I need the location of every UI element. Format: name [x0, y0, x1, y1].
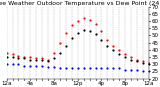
Point: [41, 65, 44, 66]
Point: [29, 56, 32, 58]
Point: [65, 32, 67, 33]
Point: [71, 68, 73, 69]
Point: [23, 65, 26, 66]
Point: [5, 56, 8, 58]
Point: [118, 68, 120, 69]
Point: [100, 68, 103, 69]
Point: [148, 71, 150, 72]
Point: [47, 61, 49, 62]
Point: [124, 53, 126, 55]
Point: [148, 64, 150, 65]
Point: [142, 61, 144, 62]
Point: [65, 68, 67, 69]
Point: [88, 19, 91, 20]
Point: [124, 56, 126, 58]
Point: [71, 38, 73, 39]
Point: [35, 65, 38, 66]
Point: [94, 33, 97, 35]
Point: [118, 49, 120, 51]
Point: [11, 53, 14, 55]
Point: [130, 56, 132, 58]
Point: [23, 56, 26, 58]
Point: [148, 62, 150, 63]
Point: [47, 66, 49, 68]
Point: [136, 61, 138, 62]
Point: [65, 45, 67, 46]
Point: [41, 58, 44, 59]
Point: [17, 58, 20, 59]
Point: [35, 58, 38, 59]
Point: [11, 64, 14, 65]
Point: [47, 59, 49, 61]
Point: [118, 53, 120, 55]
Point: [59, 68, 61, 69]
Point: [106, 68, 109, 69]
Point: [112, 49, 115, 51]
Point: [53, 66, 55, 68]
Point: [106, 39, 109, 40]
Point: [59, 52, 61, 53]
Point: [112, 45, 115, 46]
Point: [17, 64, 20, 65]
Point: [112, 68, 115, 69]
Point: [82, 68, 85, 69]
Point: [35, 59, 38, 61]
Point: [76, 68, 79, 69]
Point: [5, 52, 8, 53]
Point: [71, 25, 73, 26]
Point: [5, 64, 8, 65]
Point: [136, 59, 138, 61]
Point: [100, 39, 103, 40]
Point: [11, 56, 14, 58]
Point: [76, 32, 79, 33]
Point: [17, 55, 20, 56]
Point: [142, 62, 144, 63]
Point: [41, 59, 44, 61]
Point: [130, 59, 132, 61]
Point: [23, 58, 26, 59]
Point: [88, 30, 91, 32]
Point: [106, 45, 109, 46]
Point: [100, 30, 103, 32]
Point: [53, 52, 55, 53]
Point: [94, 68, 97, 69]
Point: [53, 58, 55, 59]
Point: [130, 69, 132, 71]
Point: [94, 23, 97, 25]
Point: [136, 69, 138, 71]
Point: [124, 69, 126, 71]
Point: [29, 59, 32, 61]
Point: [82, 29, 85, 30]
Title: Milwaukee Weather Outdoor Temperature vs Dew Point (24 Hours): Milwaukee Weather Outdoor Temperature vs…: [0, 1, 160, 6]
Point: [76, 20, 79, 22]
Point: [59, 42, 61, 43]
Point: [29, 65, 32, 66]
Point: [88, 68, 91, 69]
Point: [82, 18, 85, 19]
Point: [142, 71, 144, 72]
